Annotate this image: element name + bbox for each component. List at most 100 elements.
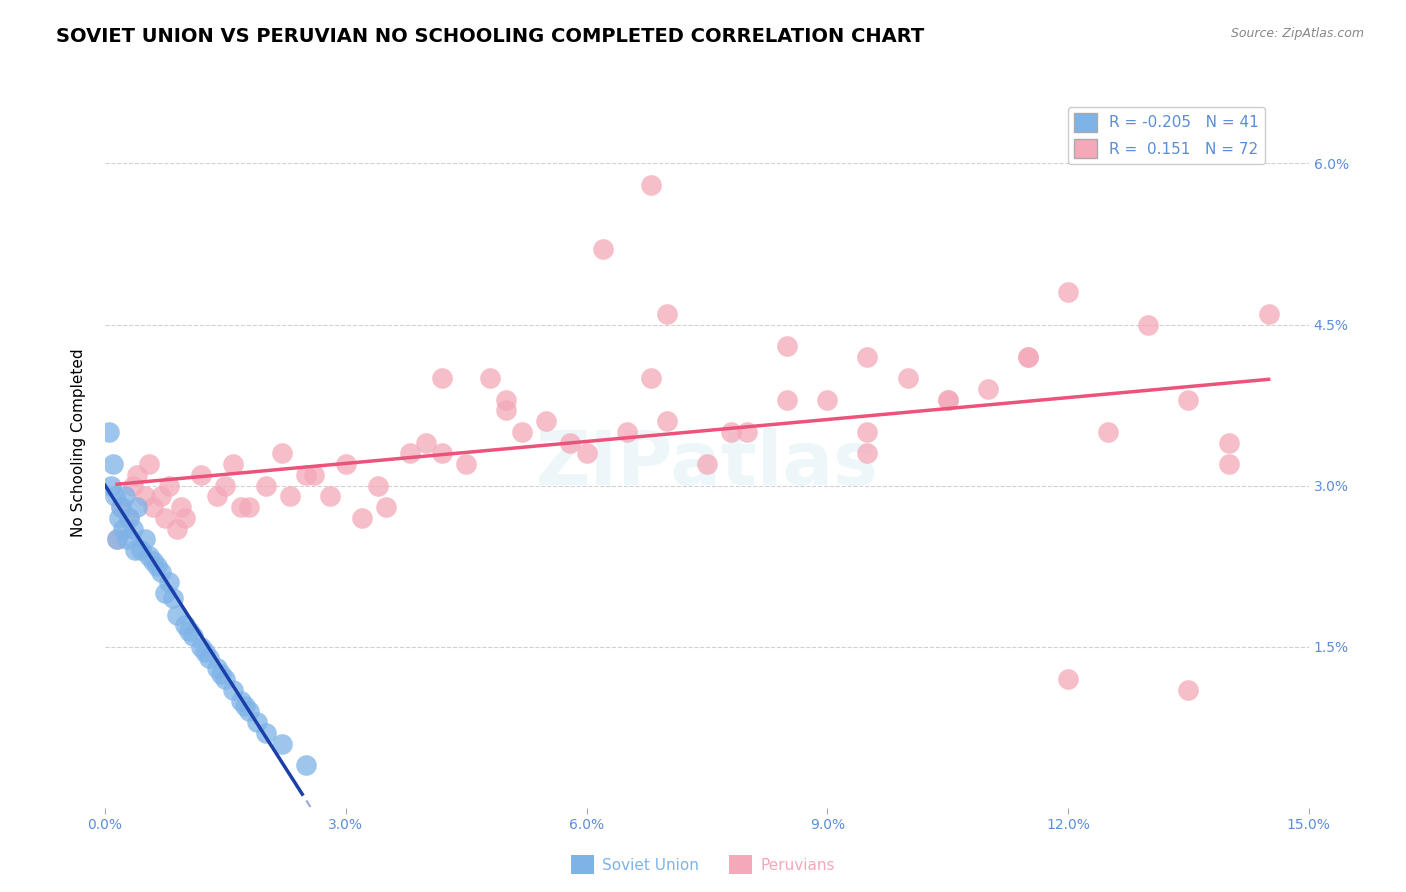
Point: [430, 371, 453, 385]
Point: [246, 714, 269, 729]
Point: [153, 586, 176, 600]
Point: [776, 392, 799, 407]
Point: [118, 511, 141, 525]
Point: [616, 425, 638, 439]
Point: [456, 457, 478, 471]
Point: [720, 425, 742, 439]
Point: [209, 666, 232, 681]
Point: [150, 490, 173, 504]
Point: [235, 698, 257, 713]
Point: [122, 478, 145, 492]
Point: [122, 522, 145, 536]
Point: [735, 425, 758, 439]
Point: [110, 500, 132, 515]
Point: [856, 350, 879, 364]
Point: [194, 645, 217, 659]
Point: [1057, 285, 1080, 300]
Point: [302, 467, 325, 482]
Point: [124, 543, 146, 558]
Point: [162, 591, 184, 606]
Point: [896, 371, 918, 385]
Point: [105, 533, 128, 547]
Point: [190, 640, 212, 654]
Point: [592, 243, 614, 257]
Point: [1218, 435, 1240, 450]
Point: [776, 339, 799, 353]
Point: [166, 522, 188, 536]
Point: [1097, 425, 1119, 439]
Point: [153, 511, 176, 525]
Point: [696, 457, 718, 471]
Point: [181, 629, 204, 643]
Point: [110, 500, 132, 515]
Point: [510, 425, 533, 439]
Point: [640, 371, 662, 385]
Point: [1057, 672, 1080, 686]
Point: [560, 435, 582, 450]
Point: [319, 490, 342, 504]
Point: [399, 446, 422, 460]
Point: [127, 467, 149, 482]
Point: [231, 500, 253, 515]
Point: [142, 500, 165, 515]
Point: [640, 178, 662, 192]
Point: [117, 533, 139, 547]
Point: [655, 307, 678, 321]
Point: [134, 533, 156, 547]
Point: [101, 457, 124, 471]
Point: [108, 511, 131, 525]
Point: [350, 511, 373, 525]
Point: [190, 467, 212, 482]
Point: [415, 435, 437, 450]
Point: [936, 392, 959, 407]
Point: [170, 500, 193, 515]
Point: [214, 672, 236, 686]
Point: [1017, 350, 1039, 364]
Point: [105, 533, 128, 547]
Point: [430, 446, 453, 460]
Point: [198, 650, 221, 665]
Point: [118, 511, 141, 525]
Point: [374, 500, 396, 515]
Point: [174, 511, 197, 525]
Point: [111, 522, 134, 536]
Legend: R = -0.205   N = 41, R =  0.151   N = 72: R = -0.205 N = 41, R = 0.151 N = 72: [1069, 107, 1265, 164]
Point: [1177, 392, 1199, 407]
Point: [977, 382, 1000, 396]
Point: [138, 549, 160, 563]
Point: [146, 559, 169, 574]
Point: [479, 371, 502, 385]
Point: [174, 618, 197, 632]
Point: [815, 392, 838, 407]
Point: [100, 478, 122, 492]
Point: [142, 554, 165, 568]
Point: [157, 575, 180, 590]
Point: [1137, 318, 1160, 332]
Point: [1177, 682, 1199, 697]
Point: [98, 425, 121, 439]
Point: [367, 478, 389, 492]
Point: [138, 457, 160, 471]
Point: [936, 392, 959, 407]
Point: [575, 446, 598, 460]
Text: SOVIET UNION VS PERUVIAN NO SCHOOLING COMPLETED CORRELATION CHART: SOVIET UNION VS PERUVIAN NO SCHOOLING CO…: [56, 27, 925, 45]
Point: [134, 490, 156, 504]
Point: [1257, 307, 1279, 321]
Point: [157, 478, 180, 492]
Point: [238, 704, 260, 718]
Point: [238, 500, 260, 515]
Point: [294, 758, 316, 772]
Point: [231, 693, 253, 707]
Point: [495, 403, 517, 417]
Point: [222, 457, 245, 471]
Point: [536, 414, 558, 428]
Point: [1218, 457, 1240, 471]
Point: [270, 446, 292, 460]
Text: ZIPatlas: ZIPatlas: [536, 428, 879, 501]
Point: [270, 737, 292, 751]
Legend: Soviet Union, Peruvians: Soviet Union, Peruvians: [565, 849, 841, 880]
Point: [335, 457, 357, 471]
Point: [254, 478, 277, 492]
Point: [856, 425, 879, 439]
Point: [655, 414, 678, 428]
